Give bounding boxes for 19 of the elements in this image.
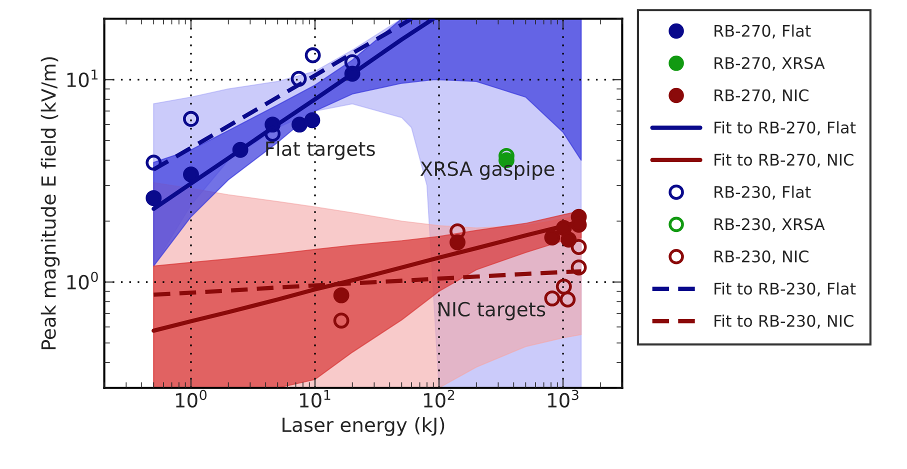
legend-label: RB-270, XRSA [714,57,825,71]
legend-label: RB-230, Flat [714,186,811,200]
x-tick-label: 10$^{0}$ [176,390,207,408]
legend-label: Fit to RB-270, NIC [714,153,854,168]
legend-label: RB-270, Flat [714,24,811,39]
x-tick-label: 10$^{2}$ [424,390,454,408]
legend-label: RB-270, NIC [714,89,808,103]
legend-label: Fit to RB-230, NIC [714,314,854,329]
y-axis-title: Peak magnitude E field (kV/m) [40,57,60,350]
legend-label: Fit to RB-270, Flat [714,121,856,136]
x-tick-label: 10$^{1}$ [300,390,330,408]
legend-label: Fit to RB-230, Flat [714,282,856,296]
annotation: XRSA gaspipe [420,161,554,180]
annotation: Flat targets [266,141,375,160]
x-axis-title: Laser energy (kJ) [282,417,444,436]
annotation: NIC targets [438,302,546,320]
legend-label: RB-230, XRSA [714,218,825,232]
legend-label: RB-230, NIC [714,250,808,264]
x-tick-label: 10$^{3}$ [548,390,578,408]
